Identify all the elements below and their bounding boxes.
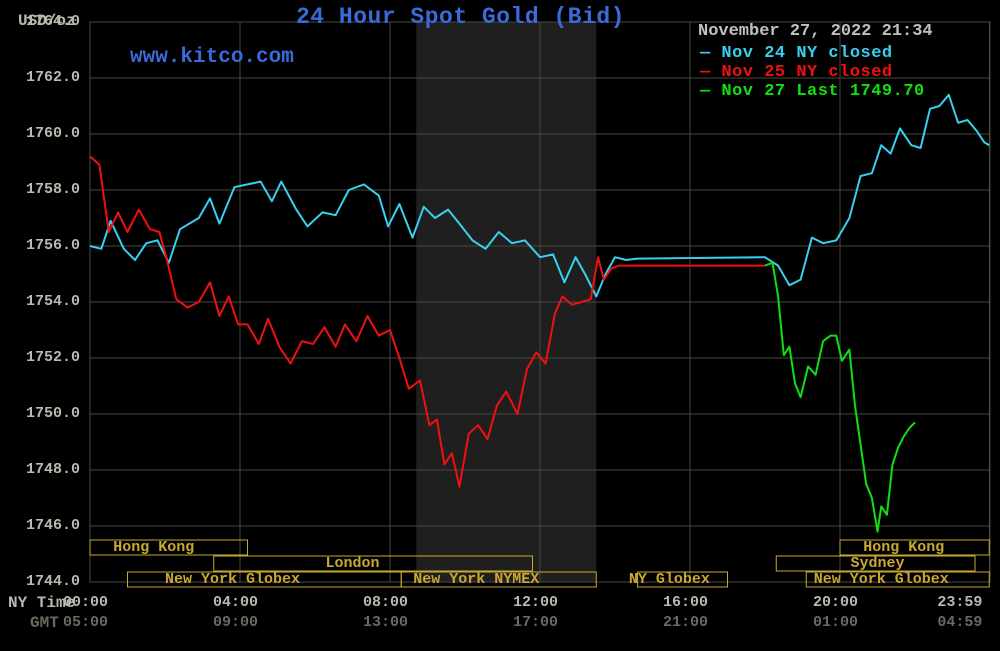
market-label: London — [326, 555, 380, 572]
xtick-gmt: 17:00 — [513, 614, 558, 631]
market-label: Hong Kong — [863, 539, 944, 556]
xtick-ny: 23:59 — [937, 594, 982, 611]
market-label: New York NYMEX — [413, 571, 539, 588]
legend-row: — Nov 27 Last 1749.70 — [700, 82, 925, 101]
timestamp: November 27, 2022 21:34 — [698, 22, 933, 41]
ytick: 1744.0 — [10, 573, 80, 590]
ytick: 1758.0 — [10, 181, 80, 198]
ytick: 1752.0 — [10, 349, 80, 366]
ytick: 1754.0 — [10, 293, 80, 310]
chart-title: 24 Hour Spot Gold (Bid) — [296, 4, 625, 30]
x-axis-label-gmt: GMT — [30, 614, 59, 632]
chart-root: 24 Hour Spot Gold (Bid) www.kitco.com No… — [0, 0, 1000, 651]
market-label: Hong Kong — [113, 539, 194, 556]
xtick-gmt: 21:00 — [663, 614, 708, 631]
legend: — Nov 24 NY closed— Nov 25 NY closed— No… — [700, 44, 925, 101]
xtick-ny: 16:00 — [663, 594, 708, 611]
ytick: 1756.0 — [10, 237, 80, 254]
legend-row: — Nov 24 NY closed — [700, 44, 925, 63]
xtick-gmt: 13:00 — [363, 614, 408, 631]
xtick-ny: 20:00 — [813, 594, 858, 611]
xtick-gmt: 05:00 — [63, 614, 108, 631]
ytick: 1746.0 — [10, 517, 80, 534]
xtick-ny: 08:00 — [363, 594, 408, 611]
ytick: 1762.0 — [10, 69, 80, 86]
xtick-ny: 12:00 — [513, 594, 558, 611]
ytick: 1764.0 — [10, 13, 80, 30]
market-label: NY Globex — [629, 571, 710, 588]
xtick-gmt: 09:00 — [213, 614, 258, 631]
ytick: 1760.0 — [10, 125, 80, 142]
market-label: New York Globex — [165, 571, 300, 588]
market-label: New York Globex — [814, 571, 949, 588]
ytick: 1748.0 — [10, 461, 80, 478]
ytick: 1750.0 — [10, 405, 80, 422]
legend-row: — Nov 25 NY closed — [700, 63, 925, 82]
xtick-ny: 04:00 — [213, 594, 258, 611]
xtick-gmt: 01:00 — [813, 614, 858, 631]
xtick-gmt: 04:59 — [937, 614, 982, 631]
xtick-ny: 00:00 — [63, 594, 108, 611]
market-label: Sydney — [851, 555, 905, 572]
source-url: www.kitco.com — [130, 46, 294, 69]
